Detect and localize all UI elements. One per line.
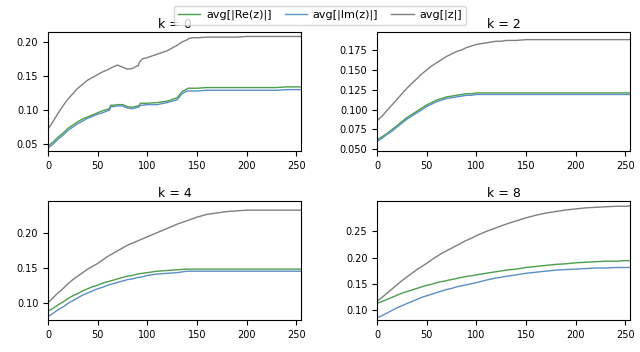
Title: k = 8: k = 8 <box>487 187 521 200</box>
Legend: avg[|Re(z)|], avg[|Im(z)|], avg[|z|]: avg[|Re(z)|], avg[|Im(z)|], avg[|z|] <box>173 6 467 25</box>
Title: k = 0: k = 0 <box>157 18 191 31</box>
Title: k = 4: k = 4 <box>157 187 191 200</box>
Title: k = 2: k = 2 <box>487 18 521 31</box>
